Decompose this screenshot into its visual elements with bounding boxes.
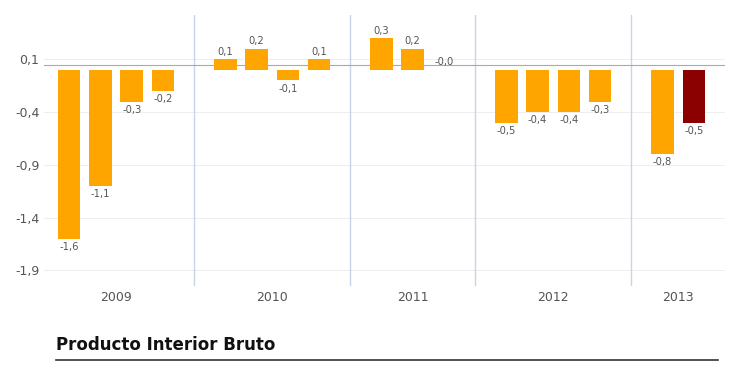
Bar: [651, 70, 674, 154]
Bar: [246, 49, 268, 70]
Bar: [121, 70, 143, 102]
Text: -0,3: -0,3: [122, 105, 141, 115]
Text: -0,1: -0,1: [278, 84, 297, 94]
Text: 0,2: 0,2: [405, 36, 420, 46]
Text: -0,3: -0,3: [591, 105, 610, 115]
Bar: [90, 70, 112, 186]
Text: 0,1: 0,1: [218, 47, 233, 57]
Text: -0,8: -0,8: [653, 158, 672, 167]
Bar: [558, 70, 580, 112]
Bar: [589, 70, 611, 102]
Text: Producto Interior Bruto: Producto Interior Bruto: [56, 336, 275, 354]
Bar: [495, 70, 518, 123]
Bar: [526, 70, 549, 112]
Bar: [277, 70, 299, 81]
Bar: [308, 59, 330, 70]
Text: -0,4: -0,4: [528, 115, 548, 125]
Text: -0,2: -0,2: [153, 94, 172, 104]
Text: -1,6: -1,6: [59, 242, 79, 252]
Bar: [370, 38, 393, 70]
Bar: [402, 49, 424, 70]
Text: -0,0: -0,0: [434, 57, 454, 67]
Text: 0,1: 0,1: [311, 47, 327, 57]
Bar: [152, 70, 174, 91]
Text: -1,1: -1,1: [91, 189, 110, 199]
Text: -0,5: -0,5: [497, 126, 516, 136]
Bar: [58, 70, 81, 238]
Text: -0,4: -0,4: [559, 115, 579, 125]
Text: 0,3: 0,3: [374, 26, 389, 35]
Text: -0,5: -0,5: [684, 126, 704, 136]
Bar: [682, 70, 705, 123]
Text: 0,2: 0,2: [249, 36, 264, 46]
Bar: [214, 59, 237, 70]
